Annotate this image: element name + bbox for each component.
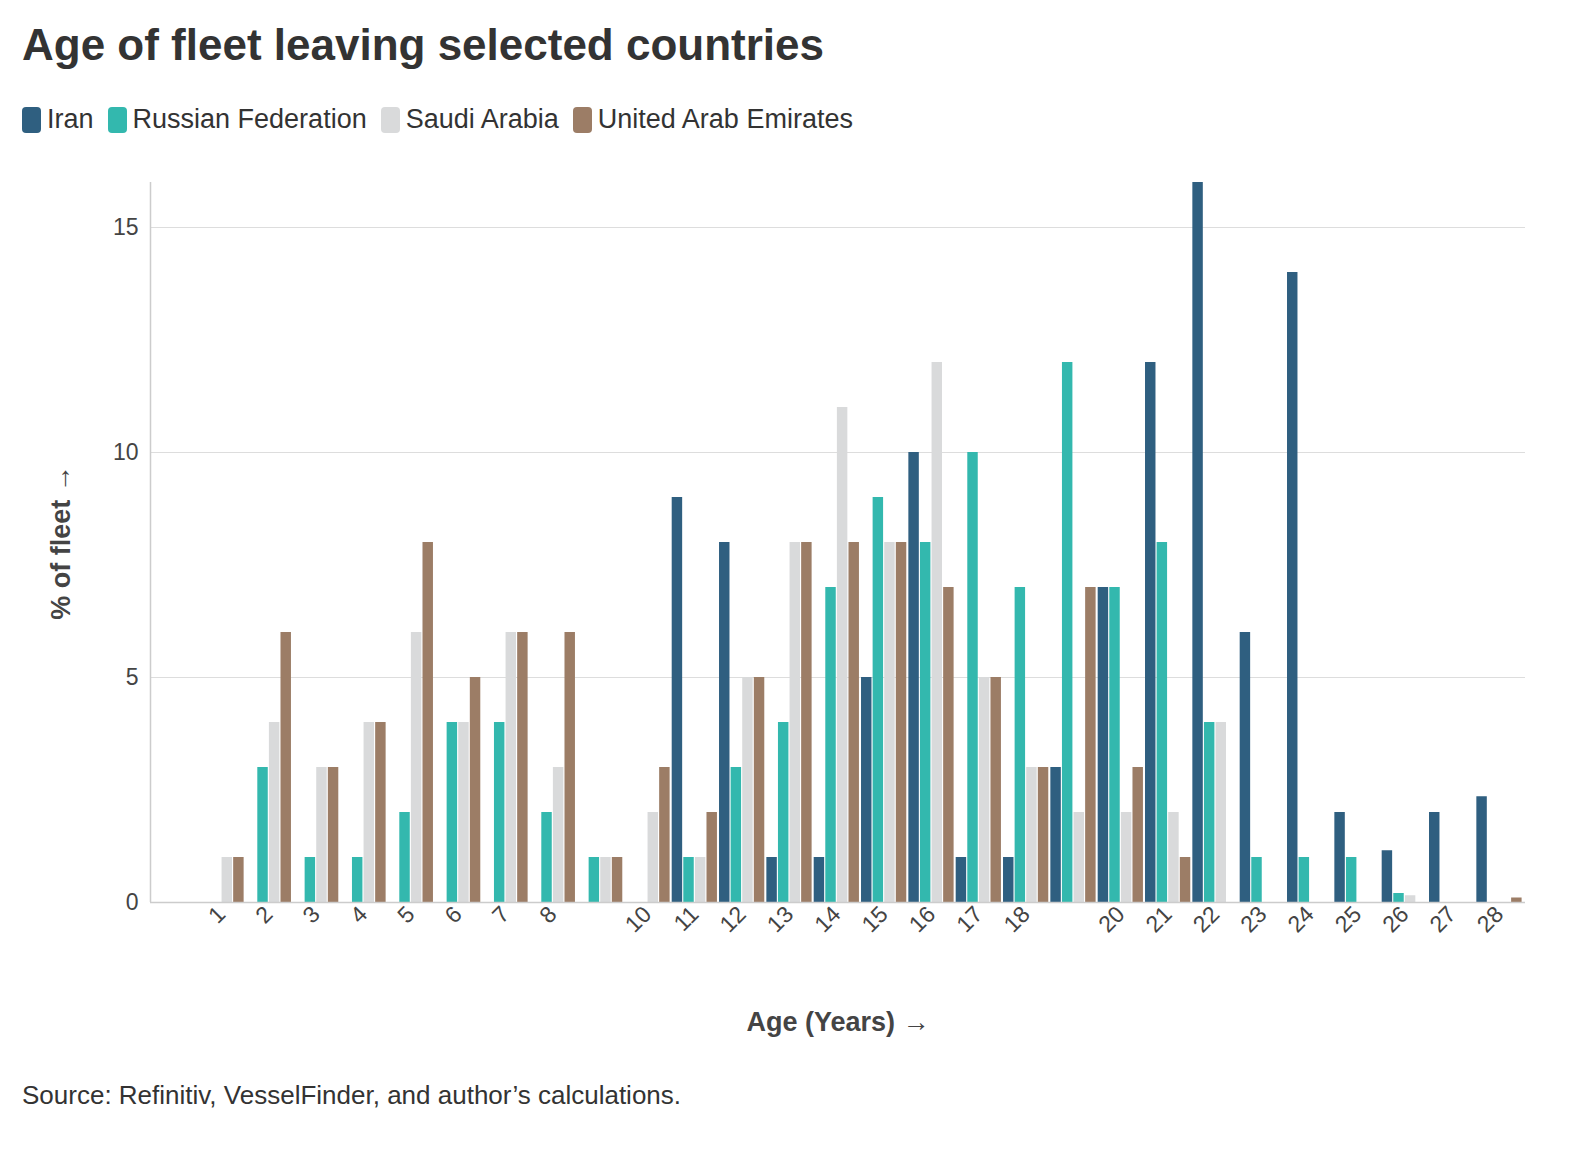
svg-text:10: 10 <box>620 901 656 937</box>
svg-text:21: 21 <box>1140 901 1176 937</box>
svg-text:16: 16 <box>904 901 940 937</box>
html-text:Russian Federation: Russian Federation <box>132 104 367 134</box>
html-text:Saudi Arabia: Saudi Arabia <box>405 104 559 134</box>
svg-text:28: 28 <box>1472 901 1508 937</box>
svg-text:1: 1 <box>203 901 230 928</box>
html-text:Iran: Iran <box>47 104 94 134</box>
html-text:United Arab Emirates: United Arab Emirates <box>597 104 853 134</box>
svg-text:14: 14 <box>809 901 846 938</box>
svg-text:8: 8 <box>534 901 561 928</box>
html-text:Age of fleet leaving selected: Age of fleet leaving selected countries <box>22 20 824 69</box>
svg-text:25: 25 <box>1330 901 1366 937</box>
svg-text:5: 5 <box>392 901 419 928</box>
svg-text:11: 11 <box>668 901 703 936</box>
svg-text:% of fleet →: % of fleet → <box>46 465 76 620</box>
svg-text:24: 24 <box>1282 901 1319 938</box>
svg-text:3: 3 <box>297 901 324 928</box>
svg-text:7: 7 <box>487 901 514 928</box>
html-text:Source: Refinitiv, VesselFinde: Source: Refinitiv, VesselFinder, and aut… <box>22 1080 681 1110</box>
svg-text:17: 17 <box>951 901 987 937</box>
svg-text:5: 5 <box>126 664 139 690</box>
svg-text:6: 6 <box>439 901 466 928</box>
svg-text:12: 12 <box>714 901 750 937</box>
svg-text:0: 0 <box>126 889 139 915</box>
svg-text:18: 18 <box>998 901 1034 937</box>
svg-text:20: 20 <box>1093 901 1129 937</box>
svg-text:22: 22 <box>1188 901 1224 937</box>
svg-text:15: 15 <box>113 214 139 240</box>
svg-text:15: 15 <box>856 901 892 937</box>
svg-text:23: 23 <box>1235 901 1271 937</box>
svg-text:10: 10 <box>113 439 139 465</box>
svg-text:27: 27 <box>1424 901 1460 937</box>
svg-text:Age (Years) →: Age (Years) → <box>746 1007 929 1037</box>
svg-text:13: 13 <box>762 901 798 937</box>
svg-text:4: 4 <box>345 901 373 929</box>
svg-text:2: 2 <box>250 901 277 928</box>
svg-text:26: 26 <box>1377 901 1413 937</box>
